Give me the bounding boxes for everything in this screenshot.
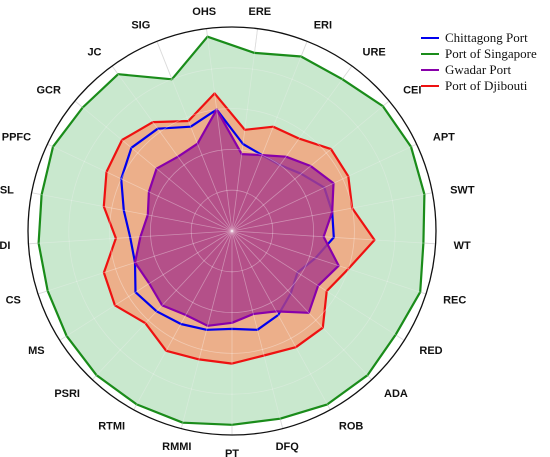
series-gwadar-port	[133, 108, 340, 327]
axis-label-ppfc: PPFC	[2, 132, 31, 144]
grid-spoke-overlay	[180, 230, 233, 429]
grid-spoke-overlay	[231, 230, 405, 341]
grid-spoke-overlay	[231, 100, 390, 232]
axis-label-pt: PT	[225, 448, 239, 457]
grid-spoke-overlay	[231, 230, 331, 410]
legend-swatch	[421, 85, 439, 87]
grid-ring-overlay	[190, 189, 274, 273]
grid-spoke-overlay	[206, 28, 233, 232]
grid-spoke-overlay	[231, 230, 427, 295]
grid-spoke-overlay	[231, 192, 433, 232]
axis-label-psri: PSRI	[54, 388, 80, 400]
outer-frame	[27, 26, 437, 436]
axis-label-apt: APT	[433, 132, 455, 144]
legend-label: Port of Singapore	[445, 46, 537, 61]
axis-label-ms: MS	[28, 345, 45, 357]
axis-label-eri: ERI	[314, 20, 332, 32]
grid-ring-overlay	[109, 108, 355, 354]
legend-label: Port of Djibouti	[445, 78, 528, 93]
axis-label-jc: JC	[87, 46, 101, 58]
grid-spoke-overlay	[156, 41, 233, 232]
grid-spoke-overlay	[133, 230, 233, 410]
legend-swatch	[421, 69, 439, 71]
axis-label-psl: PSL	[0, 184, 14, 196]
axis-label-swt: SWT	[450, 184, 475, 196]
grid-spoke-overlay	[74, 100, 233, 232]
legend-item: Port of Singapore	[421, 46, 537, 62]
grid-spoke-overlay	[111, 65, 233, 232]
axis-label-rmmi: RMMI	[162, 441, 191, 453]
grid-spoke-overlay	[28, 230, 233, 245]
grid-ring-overlay	[68, 67, 396, 395]
axis-label-ada: ADA	[384, 388, 408, 400]
grid-spoke-overlay	[47, 143, 233, 232]
axis-label-cs: CS	[6, 295, 21, 307]
axis-label-rob: ROB	[339, 421, 364, 433]
legend-label: Gwadar Port	[445, 62, 512, 77]
grid-spoke-overlay	[231, 28, 258, 232]
axis-label-cei: CEI	[403, 85, 421, 97]
legend: Chittagong Port Port of Singapore Gwadar P…	[421, 30, 537, 94]
grid-spoke-overlay	[231, 65, 353, 232]
axis-label-rec: REC	[443, 295, 466, 307]
grid-spoke-overlay	[37, 230, 233, 295]
axis-label-sig: SIG	[131, 20, 150, 32]
axis-label-ere: ERE	[248, 6, 271, 18]
legend-item: Port of Djibouti	[421, 78, 537, 94]
axis-label-rtmi: RTMI	[98, 421, 125, 433]
legend-item: Gwadar Port	[421, 62, 537, 78]
grid-spoke-overlay	[92, 230, 233, 380]
axis-label-gcr: GCR	[36, 85, 61, 97]
grid-spoke-overlay	[231, 230, 284, 429]
axis-label-red: RED	[419, 345, 442, 357]
axis-label-pdi: PDI	[0, 240, 10, 252]
grid-spoke-overlay	[231, 41, 308, 232]
grid-spoke-overlay	[231, 143, 417, 232]
grid-spoke-overlay	[59, 230, 233, 341]
grid-ring-overlay	[149, 148, 314, 313]
axis-label-ohs: OHS	[192, 6, 216, 18]
grid-spoke-overlay	[231, 230, 436, 245]
axis-label-wt: WT	[454, 240, 471, 252]
grid-spoke-overlay	[231, 230, 372, 380]
legend-item: Chittagong Port	[421, 30, 537, 46]
legend-label: Chittagong Port	[445, 30, 528, 45]
legend-swatch	[421, 37, 439, 39]
grid-spoke-overlay	[31, 192, 233, 232]
axis-label-dfq: DFQ	[276, 441, 300, 453]
axis-label-ure: URE	[363, 46, 386, 58]
legend-swatch	[421, 53, 439, 55]
